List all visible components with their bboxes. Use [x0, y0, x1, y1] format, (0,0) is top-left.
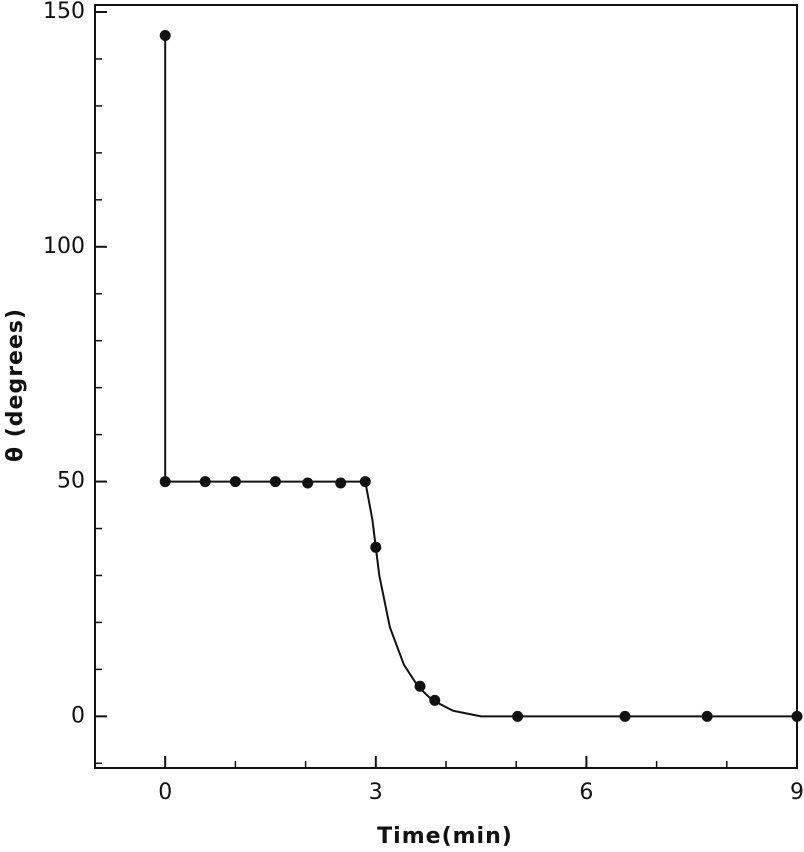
x-axis-title: Time(min): [377, 824, 513, 849]
y-tick-label: 150: [43, 0, 85, 24]
y-axis-title: θ (degrees): [3, 308, 28, 462]
x-tick-label: 0: [158, 780, 172, 805]
y-tick-label: 100: [43, 234, 85, 259]
data-point: [335, 477, 347, 489]
y-tick-label: 0: [71, 703, 85, 728]
x-tick-label: 3: [369, 780, 383, 805]
y-tick-label: 50: [57, 469, 85, 494]
plot-frame: [94, 4, 798, 769]
curve: [164, 35, 797, 718]
data-point: [302, 477, 314, 489]
x-tick-label: 9: [790, 780, 804, 805]
x-tick-label: 6: [579, 780, 593, 805]
